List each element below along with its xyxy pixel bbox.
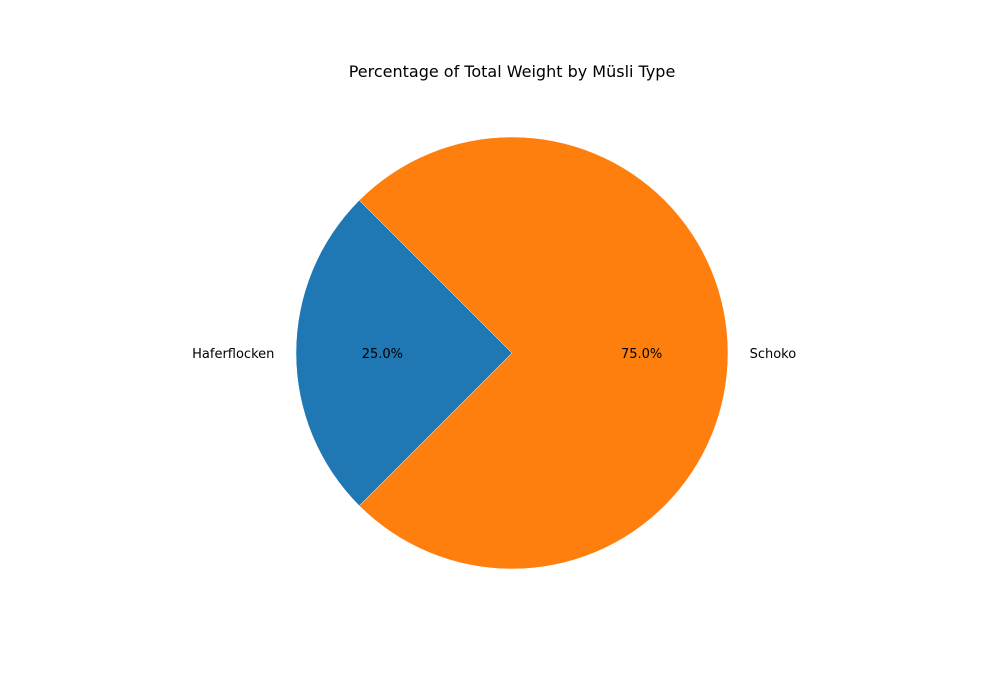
slice-label-schoko: Schoko: [750, 347, 797, 362]
slice-label-haferflocken: Haferflocken: [192, 347, 274, 362]
pie-labels: Haferflocken 25.0% Schoko 75.0%: [192, 347, 796, 362]
percent-label-haferflocken: 25.0%: [362, 347, 403, 362]
chart-title: Percentage of Total Weight by Müsli Type: [349, 62, 676, 81]
pie-slices: [295, 136, 729, 570]
pie-slice-schoko: [358, 136, 729, 570]
pie-slice-haferflocken: [295, 199, 513, 507]
percent-label-schoko: 75.0%: [621, 347, 662, 362]
